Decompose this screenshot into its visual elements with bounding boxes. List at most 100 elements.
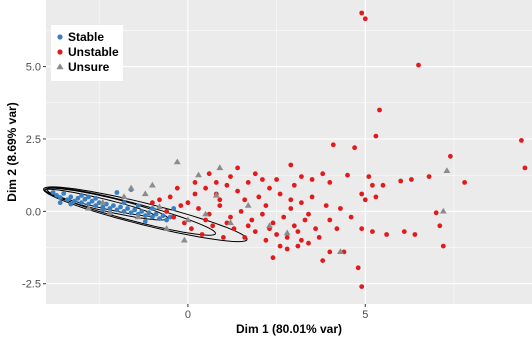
data-point-unstable (284, 246, 290, 252)
data-point-unstable (281, 214, 287, 220)
data-point-unsure (180, 236, 188, 243)
data-point-stable (50, 190, 56, 195)
data-point-stable (100, 207, 106, 213)
y-axis-title: Dim 2 (8.69% var) (5, 102, 19, 201)
data-point-stable (75, 195, 81, 201)
data-point-unstable (362, 197, 368, 203)
data-point-stable (121, 200, 127, 206)
data-point-stable (68, 194, 74, 200)
data-point-unstable (199, 232, 205, 237)
data-point-stable (153, 211, 159, 217)
data-point-stable (135, 203, 141, 209)
data-point-unstable (224, 182, 230, 188)
y-tick-label: -2.5 (22, 279, 41, 291)
data-point-unstable (359, 10, 365, 16)
data-point-unstable (334, 226, 340, 232)
data-point-stable (93, 203, 99, 209)
y-tick-label: 5.0 (26, 62, 41, 74)
data-point-unsure (443, 167, 451, 173)
data-point-unstable (338, 206, 343, 211)
data-point-stable (139, 209, 145, 214)
data-point-stable (121, 209, 127, 214)
data-point-unstable (277, 243, 283, 249)
data-point-unstable (274, 232, 279, 237)
data-point-unstable (359, 226, 365, 232)
legend-item-stable: Stable (57, 30, 104, 44)
data-point-unstable (309, 177, 315, 182)
data-point-unstable (373, 133, 379, 139)
data-point-unsure (283, 229, 291, 236)
y-tick-label: 2.5 (26, 134, 41, 146)
data-point-unstable (380, 182, 386, 188)
data-point-unstable (345, 172, 350, 178)
data-point-unstable (263, 237, 269, 243)
data-point-unstable (313, 226, 318, 232)
data-point-unstable (373, 194, 379, 200)
data-point-unstable (522, 165, 528, 171)
data-point-unsure (337, 248, 344, 254)
legend-item-unsure: Unsure (56, 60, 110, 74)
data-point-stable (64, 197, 70, 203)
data-point-unstable (238, 209, 244, 214)
data-point-unstable (327, 180, 333, 185)
data-point-unstable (433, 210, 439, 216)
data-point-stable (89, 198, 95, 204)
data-point-unstable (299, 174, 304, 180)
data-point-unstable (320, 171, 326, 177)
data-point-unstable (270, 255, 276, 261)
point-layer (50, 10, 528, 289)
data-point-unstable (185, 200, 191, 206)
data-point-unstable (263, 203, 269, 209)
y-tick-label: 0.0 (26, 206, 41, 218)
data-point-unsure (149, 181, 156, 188)
data-point-unstable (284, 235, 290, 240)
data-point-unstable (249, 217, 255, 223)
data-point-stable (54, 193, 59, 198)
data-point-unstable (164, 209, 170, 214)
data-point-unstable (203, 185, 209, 191)
data-point-unstable (306, 211, 311, 217)
data-point-unstable (299, 200, 304, 206)
data-point-unstable (256, 194, 262, 200)
data-point-unsure (216, 164, 224, 171)
data-point-unsure (439, 207, 447, 214)
data-point-unstable (150, 200, 155, 206)
data-point-stable (114, 207, 120, 213)
data-point-unstable (401, 229, 407, 235)
data-point-unsure (141, 190, 149, 197)
data-point-unstable (174, 185, 180, 191)
data-point-unstable (189, 226, 194, 232)
data-point-unstable (231, 226, 237, 232)
data-point-unstable (203, 217, 209, 223)
data-point-unsure (106, 209, 114, 215)
data-point-unstable (270, 220, 276, 226)
data-point-unstable (448, 153, 453, 159)
data-point-unstable (295, 243, 301, 249)
plot-panel (46, 0, 532, 304)
data-point-stable (93, 195, 99, 201)
data-point-unstable (157, 197, 162, 203)
data-point-unstable (228, 174, 233, 180)
data-point-stable (125, 206, 130, 211)
data-point-stable (103, 201, 109, 207)
data-point-unstable (320, 258, 326, 263)
data-point-stable (86, 194, 91, 200)
data-point-stable (86, 201, 91, 207)
data-point-unstable (196, 206, 201, 211)
data-point-unstable (277, 191, 283, 197)
data-point-unstable (412, 232, 418, 237)
data-point-stable (82, 196, 88, 202)
data-point-unstable (178, 203, 184, 209)
data-point-unstable (462, 180, 467, 185)
data-point-unstable (235, 188, 241, 194)
confidence-ellipse-unsure (43, 186, 248, 243)
x-axis-title: Dim 1 (80.01% var) (236, 322, 342, 336)
data-point-unsure (202, 210, 210, 217)
data-point-unstable (217, 197, 223, 203)
data-point-unstable (370, 229, 375, 235)
data-point-unstable (327, 217, 333, 223)
data-point-stable (164, 217, 170, 223)
data-point-unstable (192, 180, 198, 185)
data-point-unsure (184, 216, 192, 223)
